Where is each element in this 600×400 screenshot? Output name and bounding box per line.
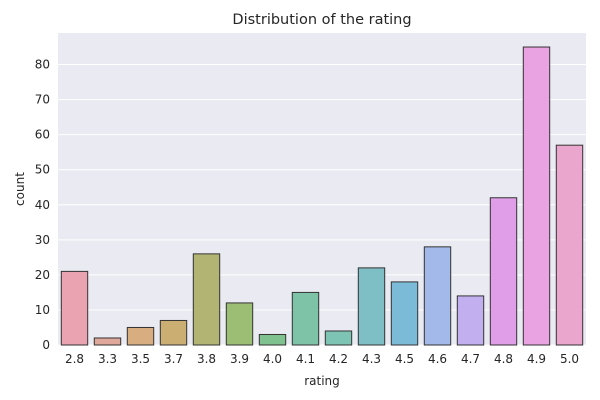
y-tick-label: 20	[35, 268, 50, 282]
x-tick-label: 5.0	[560, 352, 579, 366]
x-tick-label: 4.2	[329, 352, 348, 366]
x-tick-label: 3.9	[230, 352, 249, 366]
bar-4.0	[258, 333, 287, 346]
bar-4.5	[390, 281, 419, 346]
y-tick-label: 30	[35, 233, 50, 247]
bars	[60, 46, 584, 346]
y-tick-labels: 0 10 20 30 40 50 60 70 80	[35, 58, 50, 352]
chart-title: Distribution of the rating	[232, 12, 411, 28]
x-axis-label: rating	[304, 374, 340, 388]
bar-3.5	[126, 326, 155, 346]
y-axis-label: count	[13, 172, 27, 206]
x-tick-label: 4.0	[263, 352, 282, 366]
bar-4.6	[423, 246, 452, 346]
x-tick-labels: 2.8 3.3 3.5 3.7 3.8 3.9 4.0 4.1 4.2 4.3 4.5 4.6 4.7 4…	[65, 352, 579, 366]
bar-4.2	[324, 330, 353, 346]
y-tick-label: 50	[35, 163, 50, 177]
bar-5.0	[555, 144, 584, 346]
bar-2.8	[60, 270, 89, 346]
x-tick-label: 4.1	[296, 352, 315, 366]
bar-4.9	[522, 46, 551, 346]
x-tick-label: 3.5	[131, 352, 150, 366]
x-tick-label: 4.8	[494, 352, 513, 366]
bar-4.3	[357, 267, 386, 346]
x-tick-label: 4.9	[527, 352, 546, 366]
x-tick-label: 4.3	[362, 352, 381, 366]
bar-3.3	[93, 337, 122, 346]
x-tick-label: 2.8	[65, 352, 84, 366]
y-tick-label: 40	[35, 198, 50, 212]
y-tick-label: 10	[35, 303, 50, 317]
x-tick-label: 3.8	[197, 352, 216, 366]
bar-4.8	[489, 197, 518, 346]
x-tick-label: 4.7	[461, 352, 480, 366]
bar-4.1	[291, 291, 320, 346]
x-tick-label: 4.6	[428, 352, 447, 366]
y-tick-label: 60	[35, 128, 50, 142]
x-tick-label: 4.5	[395, 352, 414, 366]
y-tick-label: 70	[35, 93, 50, 107]
y-tick-label: 0	[42, 338, 50, 352]
bar-4.7	[456, 295, 485, 346]
bar-3.9	[225, 302, 254, 346]
x-tick-label: 3.3	[98, 352, 117, 366]
y-tick-label: 80	[35, 58, 50, 72]
bar-3.7	[159, 319, 188, 346]
x-tick-label: 3.7	[164, 352, 183, 366]
bar-3.8	[192, 253, 221, 346]
